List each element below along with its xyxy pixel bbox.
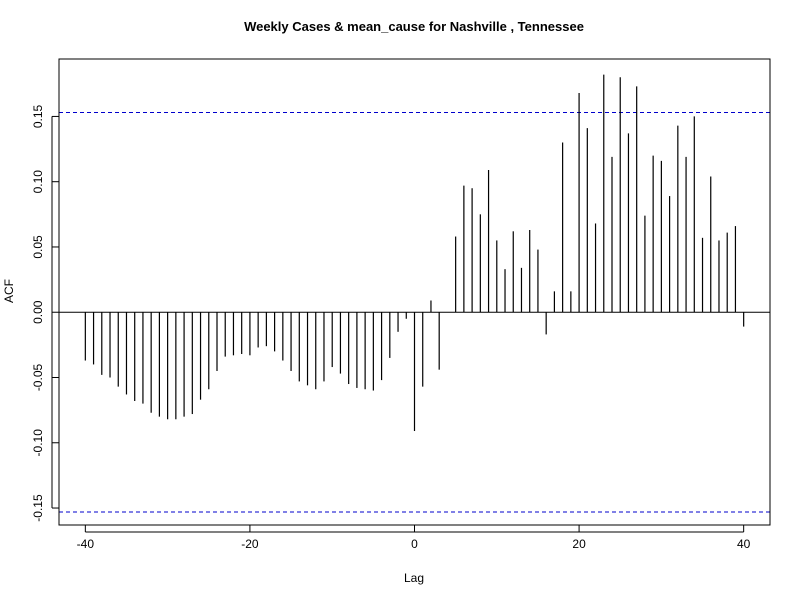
x-axis-label: Lag [404,571,424,585]
x-tick-label: -20 [241,537,259,551]
x-tick-label: 20 [572,537,586,551]
y-tick-label: 0.05 [31,235,45,259]
x-tick-label: 0 [411,537,418,551]
chart-title: Weekly Cases & mean_cause for Nashville … [244,19,584,34]
y-tick-label: 0.10 [31,170,45,194]
y-tick-label: -0.10 [31,429,45,457]
y-tick-label: 0.00 [31,300,45,324]
axes: -40 -20 0 20 40 -0.15 -0.10 -0.05 0.00 0.05 0.10 0.… [31,58,771,551]
plot-area [59,74,770,513]
y-tick-label: 0.15 [31,104,45,128]
plot-frame [58,58,771,526]
x-tick-label: 40 [737,537,751,551]
y-axis-label: ACF [2,279,16,303]
y-tick-label: -0.05 [31,364,45,392]
y-tick-label: -0.15 [31,494,45,522]
x-tick-label: -40 [77,537,95,551]
